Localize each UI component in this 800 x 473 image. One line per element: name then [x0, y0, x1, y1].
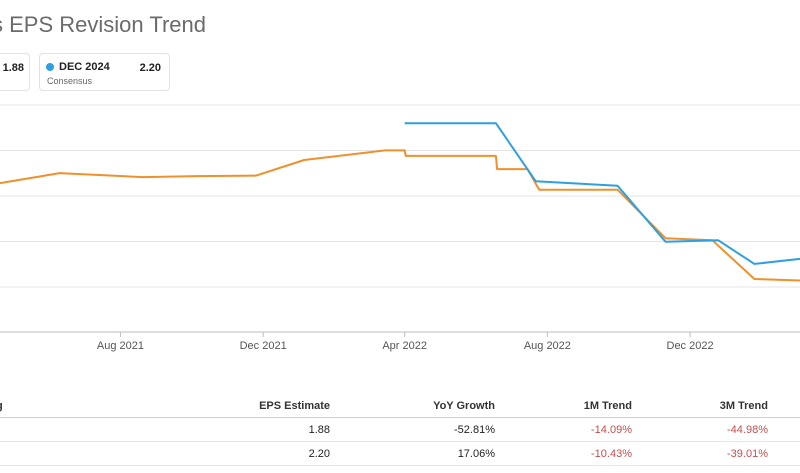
column-header-3m-trend[interactable]: 3M Trend [719, 400, 768, 412]
x-tick-label: Apr 2022 [382, 340, 427, 352]
column-header-eps-estimate[interactable]: EPS Estimate [259, 400, 330, 412]
x-tick-label: Aug 2021 [97, 340, 144, 352]
table-header-row: g EPS Estimate YoY Growth 1M Trend 3M Tr… [0, 393, 800, 418]
series-line-1[interactable] [0, 149, 800, 282]
trend-3m-cell: -44.98% [727, 424, 768, 436]
series-line-2[interactable] [404, 122, 800, 265]
x-tick-label: Aug 2022 [524, 340, 571, 352]
trend-1m-cell: -14.09% [591, 424, 632, 436]
x-tick-label: Dec 2021 [240, 340, 287, 352]
table-row: 2.20 17.06% -10.43% -39.01% [0, 442, 800, 466]
eps-estimate-cell: 2.20 [308, 448, 330, 460]
table-row: 1.88 -52.81% -14.09% -44.98% [0, 418, 800, 442]
yoy-growth-cell: -52.81% [454, 424, 495, 436]
trend-1m-cell: -10.43% [591, 448, 632, 460]
legend-value: 1.88 [2, 62, 24, 74]
column-header-yoy-growth[interactable]: YoY Growth [433, 400, 495, 412]
series-dot-icon [46, 63, 54, 71]
legend-name: DEC 2024 [59, 61, 110, 73]
chart-title: s EPS Revision Trend [0, 12, 206, 37]
legend-card-series-1[interactable]: 1.88 [0, 53, 30, 91]
x-tick-label: Dec 2022 [667, 340, 714, 352]
legend-value: 2.20 [139, 62, 161, 74]
eps-estimate-cell: 1.88 [308, 424, 330, 436]
eps-line-chart[interactable]: Aug 2021 Dec 2021 Apr 2022 Aug 2022 Dec 2022 [0, 100, 800, 360]
column-header-1m-trend[interactable]: 1M Trend [583, 400, 632, 412]
legend-sub: Consensus [47, 76, 93, 86]
legend-card-series-2[interactable]: DEC 2024 2.20 Consensus [39, 53, 170, 91]
yoy-growth-cell: 17.06% [457, 448, 495, 460]
column-header-period: g [0, 400, 3, 412]
eps-table: g EPS Estimate YoY Growth 1M Trend 3M Tr… [0, 393, 800, 466]
trend-3m-cell: -39.01% [727, 448, 768, 460]
